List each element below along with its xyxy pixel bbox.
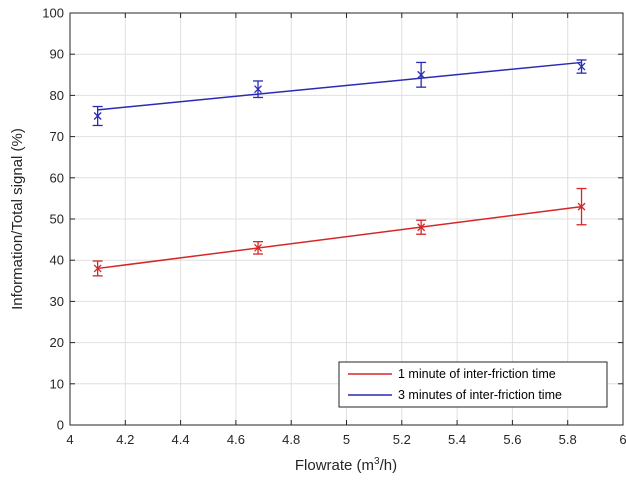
y-tick-label: 70 — [50, 129, 64, 144]
legend: 1 minute of inter-friction time 3 minute… — [338, 361, 608, 408]
marker-stroke — [417, 223, 426, 232]
y-tick-label: 30 — [50, 294, 64, 309]
y-tick-label: 10 — [50, 376, 64, 391]
y-tick-label: 0 — [57, 418, 64, 433]
data-point-marker — [93, 112, 102, 120]
data-point-marker — [254, 85, 262, 94]
x-tick-label: 5.4 — [448, 432, 466, 447]
y-tick-label: 20 — [50, 335, 64, 350]
marker-stroke — [254, 85, 262, 94]
y-tick-label: 100 — [42, 6, 64, 21]
ticks — [69, 12, 624, 426]
y-tick-label: 90 — [50, 47, 64, 62]
x-tick-label: 6 — [619, 432, 626, 447]
data-point-marker — [93, 264, 102, 273]
x-tick-labels: 4 4.2 4.4 4.6 4.8 5 5.2 5.4 5.6 5.8 6 — [66, 432, 626, 447]
series-2-trend-line — [97, 61, 582, 111]
series-2 — [92, 59, 587, 127]
legend-label-3-minutes: 3 minutes of inter-friction time — [398, 388, 562, 402]
marker-stroke — [93, 264, 102, 273]
x-tick-label: 5.8 — [559, 432, 577, 447]
y-axis-label: Information/Total signal (%) — [9, 128, 26, 310]
data-point-marker — [254, 243, 262, 252]
data-point-marker — [417, 223, 426, 232]
legend-box — [338, 361, 608, 408]
series-layer — [92, 59, 587, 277]
series-1-trend-line — [97, 205, 582, 270]
y-tick-label: 50 — [50, 212, 64, 227]
marker-stroke — [577, 202, 586, 211]
legend-label-1-minute: 1 minute of inter-friction time — [398, 367, 556, 381]
x-axis-label: Flowrate (m3/h) — [295, 456, 397, 474]
marker-stroke — [417, 70, 426, 79]
x-tick-label: 5 — [343, 432, 350, 447]
marker-stroke — [93, 112, 102, 120]
series-1 — [92, 187, 587, 277]
data-point-marker — [577, 202, 586, 211]
marker-stroke — [254, 243, 262, 252]
marker-stroke — [577, 62, 586, 71]
x-tick-label: 4.4 — [172, 432, 190, 447]
y-tick-label: 80 — [50, 88, 64, 103]
x-tick-label: 4.2 — [116, 432, 134, 447]
y-tick-label: 40 — [50, 253, 64, 268]
x-tick-label: 5.6 — [503, 432, 521, 447]
y-tick-label: 60 — [50, 170, 64, 185]
data-point-marker — [417, 70, 426, 79]
data-point-marker — [577, 62, 586, 71]
x-tick-label: 5.2 — [393, 432, 411, 447]
x-tick-label: 4 — [66, 432, 73, 447]
y-tick-labels: 0 10 20 30 40 50 60 70 80 90 100 — [42, 6, 64, 433]
x-tick-label: 4.6 — [227, 432, 245, 447]
x-tick-label: 4.8 — [282, 432, 300, 447]
